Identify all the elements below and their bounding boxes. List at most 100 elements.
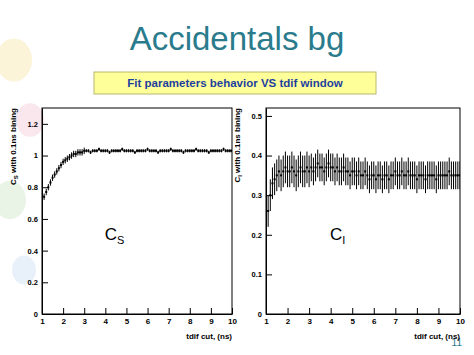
x-tick-mark xyxy=(190,308,191,314)
point xyxy=(360,174,362,176)
point xyxy=(56,170,58,172)
y-tick-mark xyxy=(266,116,272,117)
error-bar xyxy=(272,167,273,199)
error-bar xyxy=(431,161,432,189)
point xyxy=(278,170,280,172)
point xyxy=(407,170,409,172)
error-bar xyxy=(132,149,133,152)
error-bar xyxy=(378,161,379,189)
point xyxy=(444,174,446,176)
x-tick-label: 8 xyxy=(188,317,193,326)
point xyxy=(52,177,54,179)
point xyxy=(155,150,157,152)
point xyxy=(287,170,289,172)
error-bar xyxy=(149,149,150,152)
error-bar xyxy=(54,171,55,177)
error-bar xyxy=(403,161,404,189)
point xyxy=(377,174,379,176)
error-bar xyxy=(296,160,297,192)
y-tick-mark xyxy=(266,156,272,157)
error-bar xyxy=(406,161,407,189)
point xyxy=(392,174,394,176)
error-bar xyxy=(289,156,290,188)
point xyxy=(117,150,119,152)
y-tick: 0.2 xyxy=(28,278,48,287)
error-bar xyxy=(84,148,85,154)
error-bar xyxy=(196,148,197,151)
point xyxy=(356,174,358,176)
point xyxy=(306,166,308,168)
point xyxy=(299,166,301,168)
point xyxy=(178,150,180,152)
point xyxy=(442,174,444,176)
y-tick-mark xyxy=(42,187,48,188)
point xyxy=(289,170,291,172)
error-bar xyxy=(367,161,368,189)
point xyxy=(388,178,390,180)
point xyxy=(64,159,66,161)
error-bar xyxy=(130,149,131,152)
x-tick-mark xyxy=(352,308,353,314)
error-bar xyxy=(105,149,106,152)
point xyxy=(43,196,45,198)
error-bar xyxy=(42,200,43,206)
point xyxy=(269,194,271,196)
y-tick-label: 0.6 xyxy=(28,215,38,224)
y-tick: 0.4 xyxy=(28,247,48,256)
x-tick: 9 xyxy=(437,308,442,326)
point xyxy=(418,174,420,176)
x-tick-label: 7 xyxy=(167,317,172,326)
point xyxy=(161,150,163,152)
error-bar xyxy=(356,161,357,189)
error-bar xyxy=(365,158,366,186)
error-bar xyxy=(455,161,456,189)
point xyxy=(362,174,364,176)
point xyxy=(121,148,123,150)
point xyxy=(212,150,214,152)
error-bar xyxy=(115,149,116,152)
error-bar xyxy=(147,148,148,151)
error-bar xyxy=(101,149,102,152)
point xyxy=(321,166,323,168)
error-bar xyxy=(360,161,361,189)
point xyxy=(223,148,225,150)
error-bar xyxy=(208,151,209,154)
point xyxy=(140,150,142,152)
error-bar xyxy=(80,149,81,155)
x-tick-label: 4 xyxy=(104,317,109,326)
error-bar xyxy=(266,191,267,223)
x-tick-mark xyxy=(288,308,289,314)
error-bar xyxy=(419,161,420,189)
error-bar xyxy=(61,162,62,168)
point xyxy=(206,150,208,152)
error-bar xyxy=(90,151,91,154)
point xyxy=(49,181,51,183)
y-tick-mark xyxy=(42,156,48,157)
point xyxy=(453,174,455,176)
point xyxy=(138,150,140,152)
error-bar xyxy=(122,148,123,151)
error-bar xyxy=(67,156,68,162)
error-bar xyxy=(334,158,335,186)
point xyxy=(77,151,79,153)
x-tick-label: 2 xyxy=(286,317,291,326)
point xyxy=(338,170,340,172)
point xyxy=(98,148,100,150)
error-bar xyxy=(204,149,205,152)
point xyxy=(47,186,49,188)
error-bar xyxy=(328,150,329,178)
point xyxy=(153,150,155,152)
x-tick: 6 xyxy=(146,308,151,326)
error-bar xyxy=(202,149,203,152)
x-tick: 4 xyxy=(329,308,334,326)
point xyxy=(113,150,115,152)
point xyxy=(218,150,220,152)
point xyxy=(302,170,304,172)
error-bar xyxy=(408,158,409,186)
error-bar xyxy=(103,149,104,152)
x-tick: 2 xyxy=(286,308,291,326)
balloon xyxy=(16,103,44,137)
point xyxy=(308,170,310,172)
point xyxy=(54,174,56,176)
point xyxy=(142,150,144,152)
